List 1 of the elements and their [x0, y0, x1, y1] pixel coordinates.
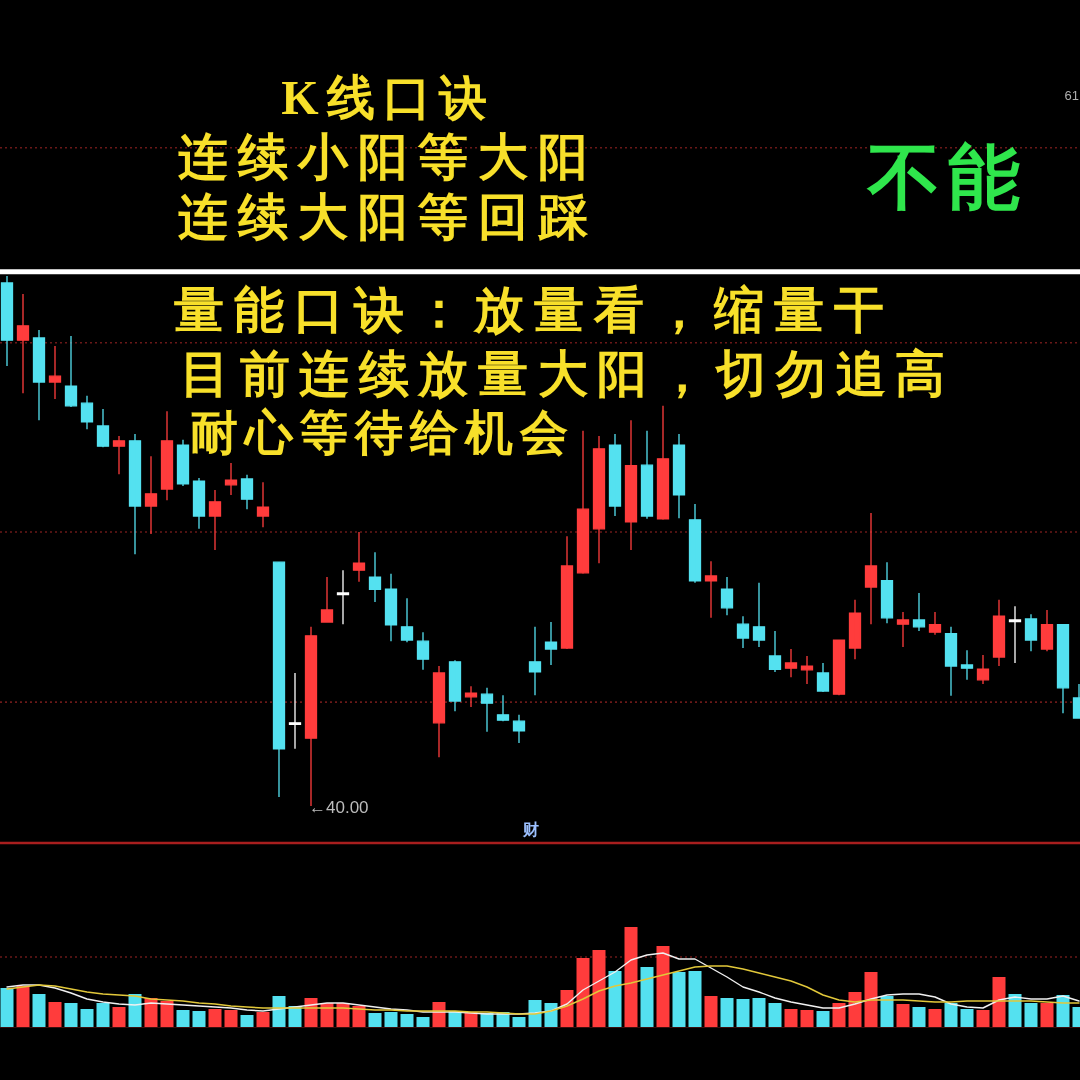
title: K线口诀 [281, 70, 495, 124]
